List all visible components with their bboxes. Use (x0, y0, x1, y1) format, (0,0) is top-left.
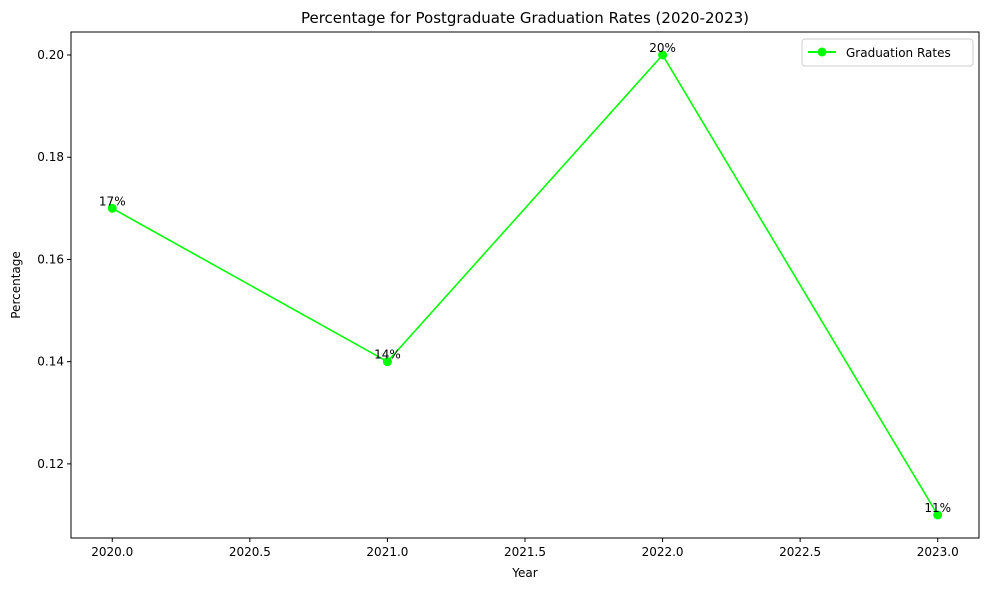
plot-area (70, 31, 980, 539)
data-label: 14% (374, 348, 401, 362)
y-tick-label: 0.20 (37, 48, 64, 62)
x-tick-label: 2022.5 (779, 545, 821, 559)
y-axis: 0.12 0.14 0.16 0.18 0.20 (37, 48, 71, 471)
x-tick-label: 2020.5 (229, 545, 271, 559)
series-line (111, 53, 939, 516)
y-tick-label: 0.16 (37, 252, 64, 266)
legend-box (801, 38, 974, 67)
y-axis-label: Percentage (9, 251, 23, 319)
data-point (382, 357, 392, 367)
y-tick-label: 0.18 (37, 150, 64, 164)
y-tick-label: 0.14 (37, 355, 64, 369)
legend-label: Graduation Rates (846, 46, 951, 60)
x-tick-label: 2020.0 (91, 545, 133, 559)
data-label: 17% (99, 194, 126, 208)
x-axis: 2020.0 2020.5 2021.0 2021.5 2022.0 2022.5 2023… (91, 538, 959, 559)
y-tick-label: 0.12 (37, 457, 64, 471)
data-point (658, 50, 668, 60)
data-point (107, 203, 117, 213)
legend-marker-icon (817, 47, 827, 57)
x-axis-label: Year (511, 566, 537, 580)
x-tick-label: 2023.0 (917, 545, 959, 559)
chart-title: Percentage for Postgraduate Graduation R… (301, 9, 749, 27)
data-label: 20% (649, 41, 676, 55)
data-point (933, 510, 943, 520)
series-layer: 17% 14% 20% 11% (99, 41, 951, 520)
x-tick-label: 2022.0 (642, 545, 684, 559)
x-tick-label: 2021.5 (504, 545, 546, 559)
legend: Graduation Rates (801, 38, 974, 67)
data-label: 11% (924, 501, 951, 515)
x-tick-label: 2021.0 (366, 545, 408, 559)
